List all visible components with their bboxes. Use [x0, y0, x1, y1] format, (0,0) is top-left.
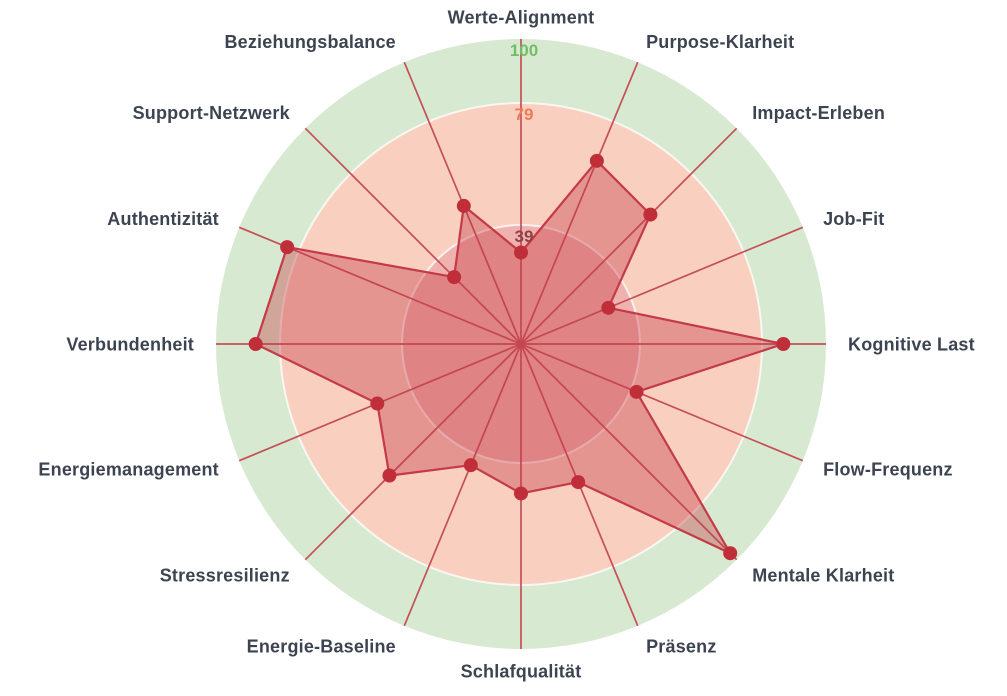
data-point-flow-frequenz[interactable] [629, 384, 644, 399]
axis-label-kognitive-last: Kognitive Last [848, 334, 975, 354]
data-point-job-fit[interactable] [601, 300, 616, 315]
data-point-authentizitat[interactable] [280, 240, 295, 255]
axis-label-werte-alignment: Werte-Alignment [448, 7, 595, 27]
axis-label-schlafqualitat: Schlafqualität [461, 661, 582, 681]
axis-label-mentale-klarheit: Mentale Klarheit [752, 566, 894, 586]
data-point-energie-baseline[interactable] [463, 458, 478, 473]
data-point-prasenz[interactable] [571, 475, 586, 490]
axis-label-authentizitat: Authentizität [107, 209, 219, 229]
data-point-mentale-klarheit[interactable] [723, 546, 738, 561]
axis-line-support-netzwerk [304, 127, 522, 345]
axis-label-job-fit: Job-Fit [823, 209, 884, 229]
tick-label-79: 79 [515, 105, 534, 124]
axis-line-job-fit [520, 226, 804, 345]
data-point-energiemanagement[interactable] [370, 396, 385, 411]
axis-line-purpose-klarheit [520, 61, 639, 345]
axis-label-flow-frequenz: Flow-Frequenz [823, 459, 953, 479]
tick-label-100: 100 [510, 41, 538, 60]
axis-line-impact-erleben [520, 127, 738, 345]
data-point-purpose-klarheit[interactable] [589, 153, 604, 168]
axis-label-purpose-klarheit: Purpose-Klarheit [646, 32, 794, 52]
data-point-stressresilienz[interactable] [382, 468, 397, 483]
data-point-support-netzwerk[interactable] [447, 270, 462, 285]
axis-line-stressresilienz [304, 343, 522, 561]
data-point-beziehungsbalance[interactable] [456, 198, 471, 213]
axis-label-impact-erleben: Impact-Erleben [752, 103, 885, 123]
axis-label-energie-baseline: Energie-Baseline [247, 636, 396, 656]
axis-label-stressresilienz: Stressresilienz [160, 566, 290, 586]
axis-label-prasenz: Präsenz [646, 636, 716, 656]
axis-label-support-netzwerk: Support-Netzwerk [133, 103, 291, 123]
tick-label-39: 39 [515, 227, 534, 246]
axis-line-flow-frequenz [520, 343, 804, 462]
axis-line-mentale-klarheit [520, 343, 738, 561]
data-point-werte-alignment[interactable] [514, 245, 528, 260]
axis-label-verbundenheit: Verbundenheit [66, 334, 194, 354]
data-point-schlafqualitat[interactable] [514, 486, 528, 501]
axis-label-beziehungsbalance: Beziehungsbalance [224, 32, 395, 52]
axis-line-energie-baseline [403, 343, 522, 627]
data-point-impact-erleben[interactable] [643, 207, 658, 222]
data-point-kognitive-last[interactable] [776, 337, 791, 351]
axis-label-energiemanagement: Energiemanagement [38, 459, 218, 479]
data-point-verbundenheit[interactable] [248, 337, 263, 351]
